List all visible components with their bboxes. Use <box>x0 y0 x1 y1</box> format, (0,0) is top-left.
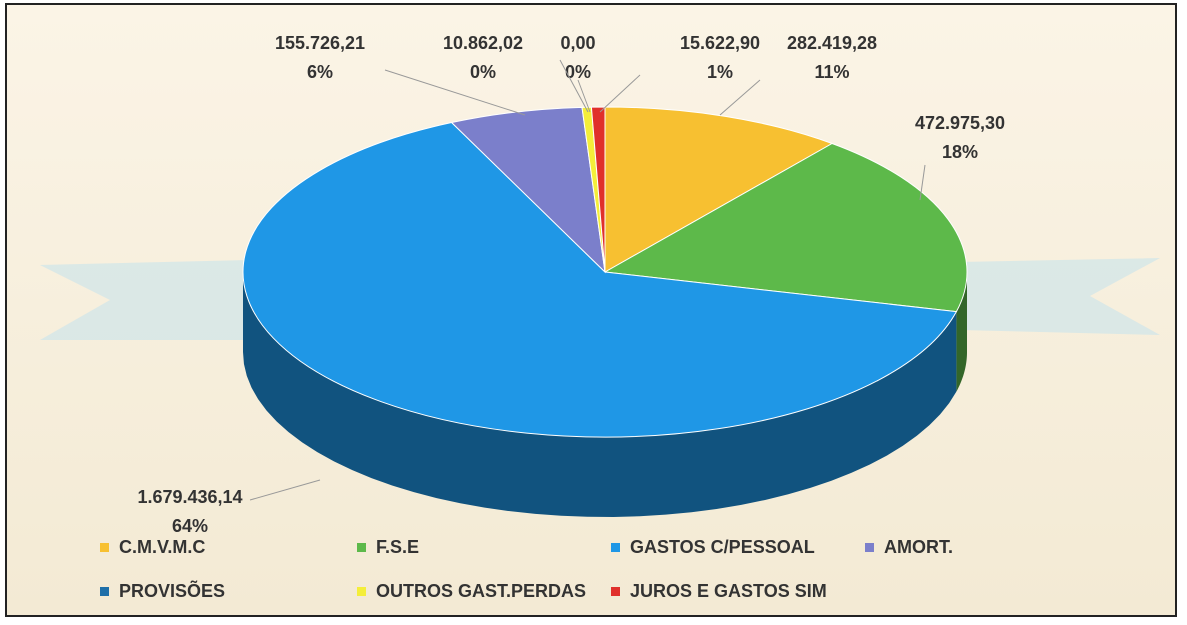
data-label-percent: 11% <box>814 62 849 82</box>
data-label: 0,00 <box>560 33 595 53</box>
legend-label: GASTOS C/PESSOAL <box>630 537 815 557</box>
legend-label: C.M.V.M.C <box>119 537 205 557</box>
legend-marker <box>357 587 366 596</box>
data-label: 10.862,02 <box>443 33 523 53</box>
legend-marker <box>611 543 620 552</box>
data-label: 15.622,90 <box>680 33 760 53</box>
legend-marker <box>100 543 109 552</box>
data-label-percent: 0% <box>470 62 496 82</box>
legend-marker <box>865 543 874 552</box>
legend-label: JUROS E GASTOS SIM <box>630 581 827 601</box>
chart: 282.419,28 11% 472.975,30 18% 1.679.436,14 64… <box>0 0 1187 620</box>
data-label: 472.975,30 <box>915 113 1005 133</box>
data-label: 282.419,28 <box>787 33 877 53</box>
legend-marker <box>100 587 109 596</box>
data-label-percent: 6% <box>307 62 333 82</box>
data-label-percent: 64% <box>172 516 208 536</box>
data-label-percent: 1% <box>707 62 733 82</box>
legend-label: F.S.E <box>376 537 419 557</box>
data-label-percent: 18% <box>942 142 978 162</box>
legend-marker <box>357 543 366 552</box>
data-label: 155.726,21 <box>275 33 365 53</box>
legend-marker <box>611 587 620 596</box>
data-label-percent: 0% <box>565 62 591 82</box>
data-label: 1.679.436,14 <box>137 487 242 507</box>
legend-label: OUTROS GAST.PERDAS <box>376 581 586 601</box>
legend-label: AMORT. <box>884 537 953 557</box>
legend-label: PROVISÕES <box>119 580 225 601</box>
